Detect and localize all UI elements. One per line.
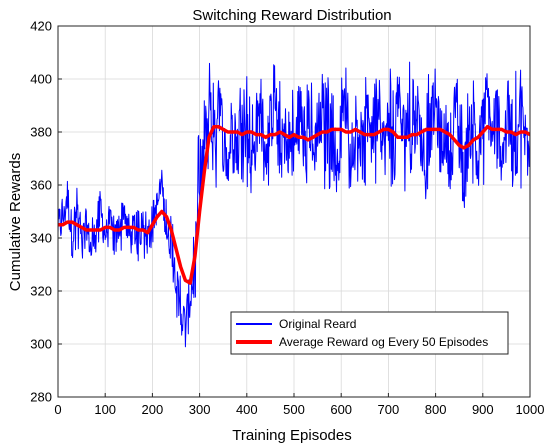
x-tick-label: 600: [330, 402, 352, 417]
series-layer: [58, 61, 530, 348]
x-axis-label: Training Episodes: [232, 427, 352, 444]
y-tick-label: 320: [30, 284, 52, 299]
x-tick-label: 700: [378, 402, 400, 417]
y-tick-label: 360: [30, 178, 52, 193]
x-tick-label: 400: [236, 402, 258, 417]
y-tick-label: 340: [30, 231, 52, 246]
legend-label-average: Average Reward og Every 50 Episodes: [279, 335, 488, 349]
x-tick-label: 200: [142, 402, 164, 417]
y-axis-label: Cumulative Rewards: [7, 153, 24, 291]
y-axis: 280 300 320 340 360 380 400 420: [30, 19, 62, 405]
legend-label-original: Original Reard: [279, 317, 356, 331]
x-tick-label: 500: [283, 402, 305, 417]
legend: Original Reard Average Reward og Every 5…: [230, 311, 509, 355]
y-tick-label: 280: [30, 390, 52, 405]
y-tick-label: 300: [30, 337, 52, 352]
y-tick-label: 420: [30, 19, 52, 34]
x-tick-label: 800: [425, 402, 447, 417]
series-line-average-reward: [58, 124, 530, 285]
y-tick-label: 380: [30, 125, 52, 140]
x-axis: 0 100 200 300 400 500 600 700 800 900 1000: [54, 393, 544, 417]
x-tick-label: 1000: [516, 402, 545, 417]
chart-title: Switching Reward Distribution: [192, 7, 391, 24]
x-tick-label: 100: [94, 402, 116, 417]
x-tick-label: 0: [54, 402, 61, 417]
y-tick-label: 400: [30, 72, 52, 87]
legend-box: [230, 311, 509, 355]
x-tick-label: 300: [189, 402, 211, 417]
x-tick-label: 900: [472, 402, 494, 417]
